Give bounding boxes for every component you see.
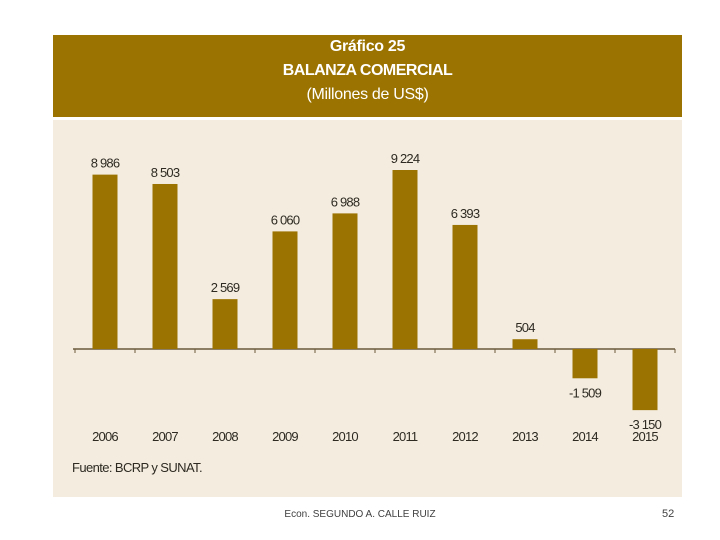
x-tick-label-2015: 2015 — [632, 429, 658, 444]
bar-2007 — [152, 183, 178, 349]
data-label-2013: 504 — [515, 320, 535, 335]
x-tick-label-2007: 2007 — [152, 429, 178, 444]
x-tick-label-2010: 2010 — [332, 429, 358, 444]
x-tick-label-2006: 2006 — [92, 429, 118, 444]
chart-header: Gráfico 25 BALANZA COMERCIAL (Millones d… — [53, 35, 682, 120]
data-label-2007: 8 503 — [151, 165, 180, 180]
data-label-2011: 9 224 — [391, 151, 420, 166]
source-note: Fuente: BCRP y SUNAT. — [72, 460, 203, 475]
page-number: 52 — [662, 508, 675, 520]
bar-2006 — [92, 174, 118, 349]
x-tick-label-2012: 2012 — [452, 429, 478, 444]
x-tick-label-2013: 2013 — [512, 429, 538, 444]
bar-2008 — [212, 299, 238, 349]
bar-2012 — [452, 224, 478, 349]
chart-unit: (Millones de US$) — [306, 86, 429, 103]
x-tick-label-2011: 2011 — [393, 429, 418, 444]
footer-author: Econ. SEGUNDO A. CALLE RUIZ — [284, 509, 436, 520]
data-label-2015: -3 150 — [629, 417, 662, 432]
figure-number: Gráfico 25 — [329, 38, 406, 55]
chart-figure: Gráfico 25 BALANZA COMERCIAL (Millones d… — [53, 35, 682, 497]
data-label-2008: 2 569 — [211, 280, 240, 295]
bar-2015 — [632, 349, 658, 411]
data-label-2006: 8 986 — [91, 156, 120, 171]
x-tick-label-2014: 2014 — [572, 429, 598, 444]
bar-2010 — [332, 213, 358, 349]
bar-2013 — [512, 339, 538, 349]
data-label-2014: -1 509 — [569, 385, 602, 400]
x-tick-label-2009: 2009 — [272, 429, 298, 444]
bar-chart: 8 986 2006 8 503 2007 2 569 2008 6 060 2009 6 98… — [73, 151, 676, 444]
bar-2009 — [272, 231, 298, 349]
data-label-2012: 6 393 — [451, 206, 480, 221]
data-label-2010: 6 988 — [331, 194, 360, 209]
bar-2011 — [392, 170, 418, 349]
bar-2014 — [572, 349, 598, 379]
x-tick-label-2008: 2008 — [212, 429, 238, 444]
chart-title: BALANZA COMERCIAL — [282, 62, 453, 79]
data-label-2009: 6 060 — [271, 212, 300, 227]
